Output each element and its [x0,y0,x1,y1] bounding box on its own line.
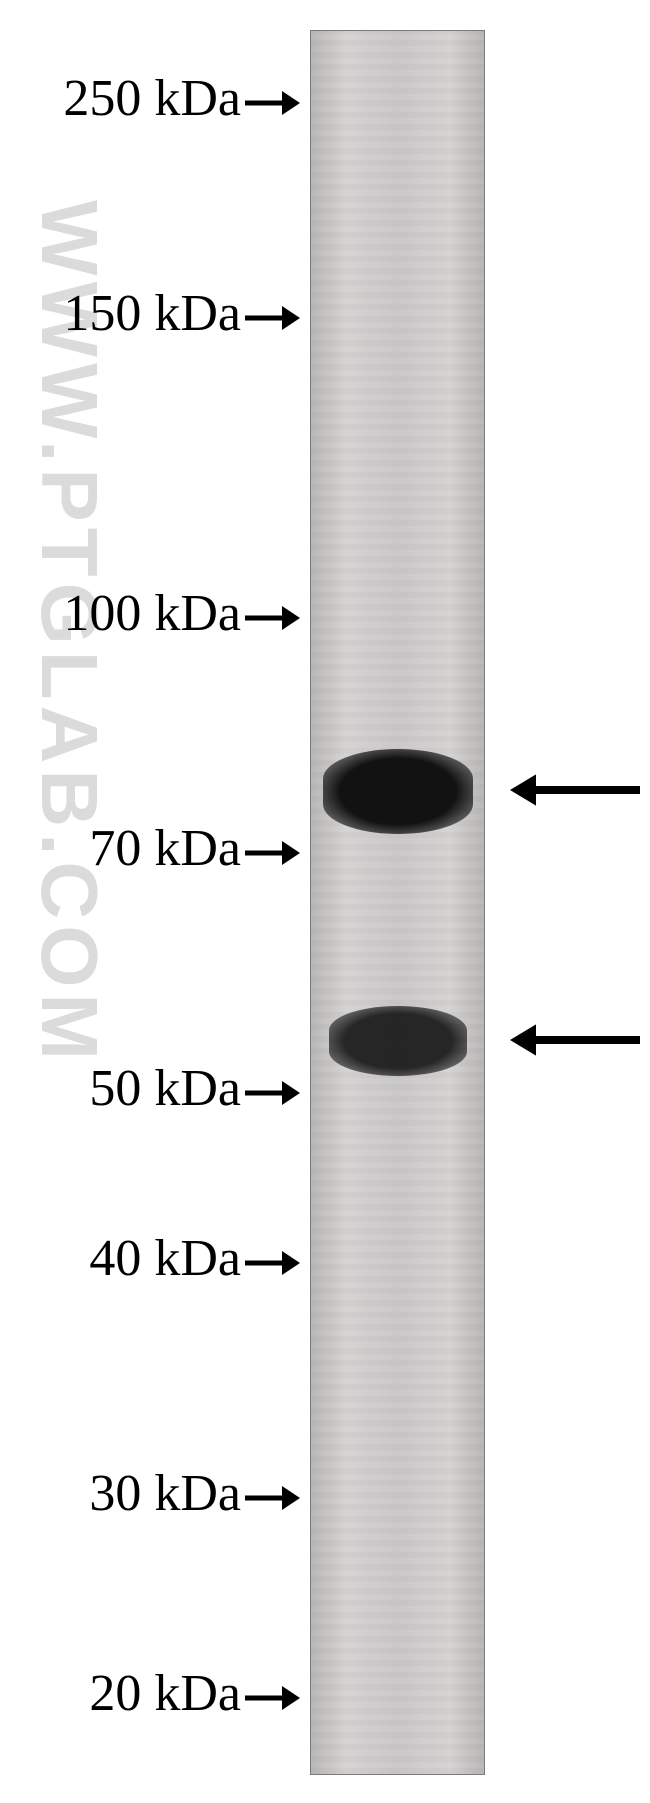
marker-arrow-icon [245,304,300,332]
marker-label-text: 70 kDa [89,820,241,877]
result-arrow-2 [510,1014,640,1066]
marker-70-kda: 70 kDa [89,819,300,878]
marker-150-kda: 150 kDa [63,284,300,343]
band-2 [329,1006,467,1076]
result-arrow-1 [510,764,640,816]
marker-arrow-icon [245,1079,300,1107]
blot-container: WWW.PTGLAB.COM 250 kDa150 kDa100 kDa70 k… [0,0,650,1803]
marker-40-kda: 40 kDa [89,1229,300,1288]
marker-20-kda: 20 kDa [89,1664,300,1723]
marker-arrow-icon [245,1484,300,1512]
marker-arrow-icon [245,604,300,632]
marker-label-text: 250 kDa [63,70,241,127]
marker-50-kda: 50 kDa [89,1059,300,1118]
marker-arrow-icon [245,1249,300,1277]
marker-label-text: 50 kDa [89,1060,241,1117]
marker-arrow-icon [245,1684,300,1712]
marker-label-text: 100 kDa [63,585,241,642]
marker-250-kda: 250 kDa [63,69,300,128]
blot-lane [310,30,485,1775]
lane-noise [311,31,484,1774]
marker-label-text: 150 kDa [63,285,241,342]
marker-arrow-icon [245,89,300,117]
marker-arrow-icon [245,839,300,867]
marker-label-text: 40 kDa [89,1230,241,1287]
marker-100-kda: 100 kDa [63,584,300,643]
marker-30-kda: 30 kDa [89,1464,300,1523]
marker-label-text: 20 kDa [89,1665,241,1722]
band-1 [323,749,473,834]
marker-label-text: 30 kDa [89,1465,241,1522]
